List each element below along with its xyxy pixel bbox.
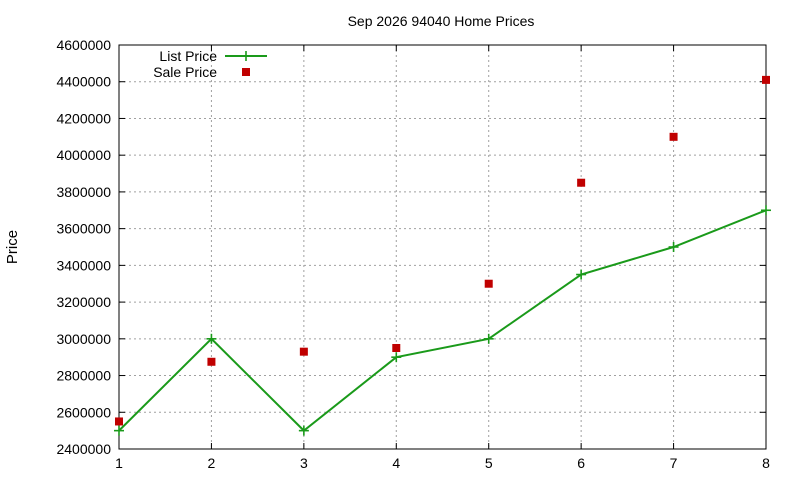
legend-label-0: List Price <box>159 48 217 64</box>
legend-marker-0 <box>241 51 251 61</box>
series-0-point-5 <box>576 269 587 280</box>
y-tick-label-10: 4400000 <box>56 74 111 90</box>
y-tick-label-7: 3800000 <box>56 184 111 200</box>
series-1-point-2 <box>299 347 308 356</box>
plot-frame <box>118 44 767 450</box>
series-0-point-1 <box>206 333 217 344</box>
series-0-point-2 <box>298 425 309 436</box>
series-0-point-3 <box>391 352 402 363</box>
y-tick-label-6: 3600000 <box>56 221 111 237</box>
x-tick-label-7: 8 <box>762 455 770 471</box>
legend-label-1: Sale Price <box>153 64 217 80</box>
series-0-line <box>118 209 767 432</box>
axis-ticks: 2400000260000028000003000000320000034000… <box>56 37 770 471</box>
y-tick-label-9: 4200000 <box>56 110 111 126</box>
y-axis-label: Price <box>4 230 21 264</box>
chart-title: Sep 2026 94040 Home Prices <box>348 13 535 29</box>
x-tick-label-0: 1 <box>115 455 123 471</box>
y-tick-label-4: 3200000 <box>56 294 111 310</box>
y-tick-label-8: 4000000 <box>56 147 111 163</box>
series-0 <box>114 205 771 436</box>
series-1-point-3 <box>392 344 401 352</box>
y-tick-label-5: 3400000 <box>56 257 111 273</box>
series-1-point-7 <box>762 75 770 84</box>
series <box>114 75 771 436</box>
series-0-point-0 <box>114 425 124 436</box>
y-tick-label-3: 3000000 <box>56 331 111 347</box>
y-tick-label-2: 2800000 <box>56 368 111 384</box>
series-0-point-4 <box>483 333 494 344</box>
y-tick-label-11: 4600000 <box>56 37 111 53</box>
series-1-point-0 <box>115 417 123 426</box>
x-tick-label-2: 3 <box>300 455 308 471</box>
x-tick-label-5: 6 <box>577 455 585 471</box>
x-tick-label-1: 2 <box>208 455 216 471</box>
series-1-point-1 <box>207 357 216 366</box>
series-0-point-7 <box>761 205 771 216</box>
series-0-point-6 <box>668 242 679 252</box>
series-1-point-6 <box>669 132 678 141</box>
y-tick-label-0: 2400000 <box>56 441 111 457</box>
series-1-point-5 <box>577 178 586 187</box>
x-tick-label-3: 4 <box>392 455 400 471</box>
y-tick-label-1: 2600000 <box>56 404 111 420</box>
series-1 <box>115 75 770 426</box>
series-1-point-4 <box>484 279 493 288</box>
x-tick-label-6: 7 <box>670 455 678 471</box>
legend-marker-1 <box>242 68 250 76</box>
x-tick-label-4: 5 <box>485 455 493 471</box>
